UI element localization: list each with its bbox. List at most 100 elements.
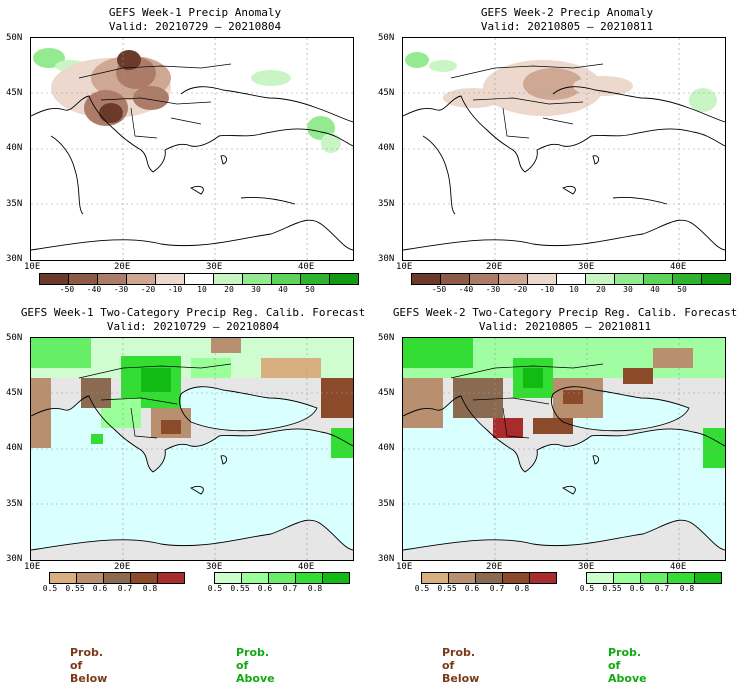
prob-below-labels: 0.5 0.55 0.6 0.7 0.8 bbox=[415, 584, 562, 594]
lat-label: 35N bbox=[378, 199, 395, 209]
colorbar-swatch bbox=[68, 273, 98, 285]
lon-label: 20E bbox=[486, 262, 503, 272]
coastline bbox=[403, 86, 725, 251]
colorbar-swatch bbox=[640, 572, 668, 584]
colorbar-swatch bbox=[329, 273, 359, 285]
colorbar-label: -10 bbox=[167, 285, 183, 294]
lat-label: 35N bbox=[6, 499, 23, 509]
colorbar-swatch bbox=[300, 273, 330, 285]
prob-above-caption: Prob. of Above bbox=[236, 646, 275, 685]
panel-title: GEFS Week-1 Two-Category Precip Reg. Cal… bbox=[20, 306, 366, 319]
colorbar-swatch bbox=[268, 572, 296, 584]
lon-label: 30E bbox=[578, 562, 595, 572]
colorbar-label: -20 bbox=[140, 285, 156, 294]
colorbar-label: -30 bbox=[485, 285, 501, 294]
colorbar-label: 0.7 bbox=[282, 584, 298, 593]
colorbar-swatch bbox=[613, 572, 641, 584]
coastline bbox=[31, 386, 353, 551]
map-canvas bbox=[403, 338, 725, 560]
prob-above-colorbar bbox=[214, 572, 350, 584]
colorbar-label: 0.55 bbox=[65, 584, 85, 593]
anomaly-shading bbox=[33, 48, 341, 153]
panel-title: GEFS Week-2 Two-Category Precip Reg. Cal… bbox=[392, 306, 738, 319]
lon-label: 10E bbox=[24, 562, 41, 572]
lon-label: 40E bbox=[298, 562, 315, 572]
colorbar-swatch bbox=[157, 572, 185, 584]
sea-area bbox=[403, 396, 725, 550]
graticule bbox=[31, 38, 353, 260]
panel-title: GEFS Week-2 Precip Anomaly bbox=[480, 6, 654, 19]
panel-valid-dates: Valid: 20210805 – 20210811 bbox=[478, 320, 652, 333]
colorbar-label: 0.7 bbox=[489, 584, 505, 593]
colorbar-label: 0.5 bbox=[414, 584, 430, 593]
lat-label: 35N bbox=[378, 499, 395, 509]
colorbar-swatch bbox=[586, 572, 614, 584]
colorbar-label: 50 bbox=[677, 285, 687, 294]
anomaly-colorbar bbox=[411, 273, 731, 285]
lat-label: 40N bbox=[378, 143, 395, 153]
lon-label: 20E bbox=[114, 262, 131, 272]
lat-label: 45N bbox=[378, 388, 395, 398]
colorbar-swatch bbox=[448, 572, 476, 584]
prob-below-caption: Prob. of Below bbox=[70, 646, 108, 685]
lon-label: 30E bbox=[206, 562, 223, 572]
lat-label: 50N bbox=[6, 333, 23, 343]
colorbar-swatch bbox=[672, 273, 702, 285]
borders bbox=[450, 363, 604, 439]
graticule bbox=[403, 38, 725, 260]
graticule bbox=[31, 338, 353, 560]
lat-label: 40N bbox=[378, 443, 395, 453]
colorbar-label: 0.7 bbox=[117, 584, 133, 593]
coastline bbox=[31, 86, 353, 251]
lat-label: 50N bbox=[378, 33, 395, 43]
lat-label: 45N bbox=[6, 388, 23, 398]
colorbar-label: 0.6 bbox=[629, 584, 645, 593]
lat-label: 35N bbox=[6, 199, 23, 209]
colorbar-swatch bbox=[475, 572, 503, 584]
colorbar-label: -50 bbox=[59, 285, 75, 294]
colorbar-label: -20 bbox=[512, 285, 528, 294]
lat-label: 50N bbox=[6, 33, 23, 43]
colorbar-swatch bbox=[556, 273, 586, 285]
colorbar-label: 20 bbox=[596, 285, 606, 294]
lat-label: 40N bbox=[6, 143, 23, 153]
prob-below-labels: 0.5 0.55 0.6 0.7 0.8 bbox=[43, 584, 190, 594]
colorbar-label: 0.6 bbox=[92, 584, 108, 593]
colorbar-swatch bbox=[242, 273, 272, 285]
colorbar-swatch bbox=[184, 273, 214, 285]
prob-above-labels: 0.5 0.55 0.6 0.7 0.8 bbox=[580, 584, 727, 594]
colorbar-swatch bbox=[126, 273, 156, 285]
colorbar-label: 0.5 bbox=[207, 584, 223, 593]
colorbar-label: 0.8 bbox=[514, 584, 530, 593]
colorbar-label: 0.55 bbox=[230, 584, 250, 593]
lon-label: 40E bbox=[670, 262, 687, 272]
lon-label: 10E bbox=[24, 262, 41, 272]
colorbar-label: 40 bbox=[278, 285, 288, 294]
colorbar-label: 20 bbox=[224, 285, 234, 294]
colorbar-swatch bbox=[214, 572, 242, 584]
colorbar-swatch bbox=[39, 273, 69, 285]
lat-label: 30N bbox=[378, 554, 395, 564]
lat-label: 30N bbox=[378, 254, 395, 264]
colorbar-label: 0.8 bbox=[679, 584, 695, 593]
anomaly-map bbox=[402, 37, 726, 261]
anomaly-colorbar-labels: -50 -40 -30 -20 -10 10 20 30 40 50 bbox=[40, 285, 350, 295]
prob-above-caption: Prob. of Above bbox=[608, 646, 647, 685]
colorbar-label: 40 bbox=[650, 285, 660, 294]
colorbar-swatch bbox=[213, 273, 243, 285]
borders bbox=[78, 363, 232, 439]
colorbar-label: -10 bbox=[539, 285, 555, 294]
colorbar-swatch bbox=[643, 273, 673, 285]
black-sea bbox=[179, 386, 317, 431]
colorbar-swatch bbox=[271, 273, 301, 285]
colorbar-swatch bbox=[241, 572, 269, 584]
colorbar-swatch bbox=[130, 572, 158, 584]
probability-map bbox=[402, 337, 726, 561]
lat-label: 45N bbox=[6, 88, 23, 98]
lat-label: 40N bbox=[6, 443, 23, 453]
colorbar-swatch bbox=[502, 572, 530, 584]
colorbar-label: 30 bbox=[251, 285, 261, 294]
colorbar-label: -40 bbox=[458, 285, 474, 294]
lon-label: 30E bbox=[206, 262, 223, 272]
lon-label: 20E bbox=[486, 562, 503, 572]
